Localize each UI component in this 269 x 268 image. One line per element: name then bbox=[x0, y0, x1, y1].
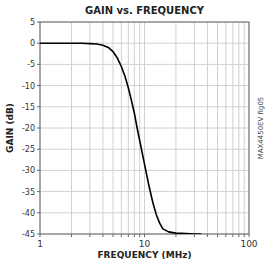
grid-line bbox=[40, 170, 249, 171]
tick-label: 5 bbox=[30, 18, 35, 27]
grid-line bbox=[40, 128, 249, 129]
data bbox=[40, 43, 201, 234]
x-axis-label: FREQUENCY (MHz) bbox=[97, 250, 191, 260]
tick-label: -15 bbox=[22, 103, 35, 112]
annotation: MAX4450EV fig05 bbox=[257, 97, 265, 160]
grid-line bbox=[40, 64, 249, 65]
tick-label: -45 bbox=[22, 230, 35, 239]
grid-line bbox=[40, 85, 249, 86]
tick-label: -10 bbox=[22, 82, 35, 91]
tick-label: -30 bbox=[22, 166, 35, 175]
plot-frame bbox=[40, 22, 249, 234]
grid-line bbox=[40, 212, 249, 213]
tick-label: 10 bbox=[139, 239, 151, 249]
tick-label: 0 bbox=[30, 39, 35, 48]
tick-label: -5 bbox=[27, 60, 35, 69]
axes: 1 10 100 5 0 -5 -10 -15 -20 -25 -30 -35 -40 -45 bbox=[22, 18, 258, 249]
chart: 1 10 100 5 0 -5 -10 -15 -20 -25 -30 -35 -40 -45 GAIN v… bbox=[0, 0, 269, 268]
tick-label: -35 bbox=[22, 188, 35, 197]
tick-label: 100 bbox=[240, 239, 257, 249]
grid-line bbox=[40, 149, 249, 150]
line bbox=[40, 43, 201, 234]
tick-label: 1 bbox=[37, 239, 43, 249]
grid bbox=[40, 22, 249, 234]
grid-line bbox=[40, 191, 249, 192]
tick-label: -40 bbox=[22, 209, 35, 218]
grid-line bbox=[40, 106, 249, 107]
y-axis-label: GAIN (dB) bbox=[5, 103, 15, 153]
tick-label: -20 bbox=[22, 124, 35, 133]
tick-label: -25 bbox=[22, 145, 35, 154]
title: GAIN vs. FREQUENCY bbox=[85, 5, 205, 16]
